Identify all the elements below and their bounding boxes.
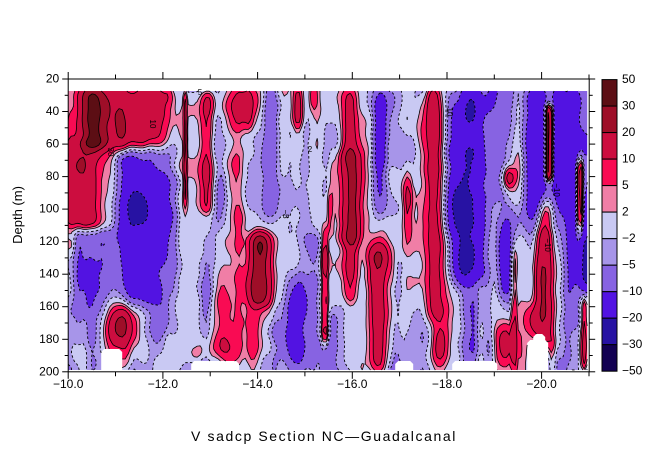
svg-text:30: 30 [106,148,115,157]
svg-text:200: 200 [39,364,59,378]
svg-text:160: 160 [39,299,59,313]
svg-text:−16.0: −16.0 [337,377,368,391]
svg-text:V sadcp Section NC—Guadalcanal: V sadcp Section NC—Guadalcanal [191,428,457,444]
svg-text:−10: −10 [552,183,561,197]
svg-text:180: 180 [39,332,59,346]
svg-text:10: 10 [148,120,157,129]
svg-text:10: 10 [622,152,636,166]
svg-text:20: 20 [46,72,60,86]
svg-text:100: 100 [39,202,59,216]
svg-text:−10: −10 [543,238,552,252]
svg-text:40: 40 [46,104,60,118]
svg-text:−20.0: −20.0 [526,377,557,391]
svg-text:5: 5 [198,88,203,97]
svg-text:5: 5 [622,178,629,192]
svg-text:30: 30 [622,99,636,113]
svg-text:−50: −50 [622,364,643,378]
svg-text:120: 120 [39,234,59,248]
svg-text:140: 140 [39,267,59,281]
svg-text:2: 2 [308,145,313,154]
svg-text:50: 50 [622,72,636,86]
svg-text:80: 80 [46,169,60,183]
svg-text:−5: −5 [622,258,636,272]
svg-text:10: 10 [445,108,454,117]
svg-text:60: 60 [46,137,60,151]
svg-text:−12.0: −12.0 [148,377,179,391]
svg-text:Depth (m): Depth (m) [10,186,25,244]
svg-text:20: 20 [622,125,636,139]
svg-text:−18.0: −18.0 [432,377,463,391]
svg-text:−5: −5 [281,209,290,219]
svg-text:−2: −2 [622,231,636,245]
svg-text:2: 2 [622,205,629,219]
svg-text:−10.0: −10.0 [53,377,84,391]
svg-text:−14.0: −14.0 [242,377,273,391]
svg-text:−30: −30 [622,337,643,351]
svg-text:−10: −10 [622,284,643,298]
svg-text:−20: −20 [622,311,643,325]
